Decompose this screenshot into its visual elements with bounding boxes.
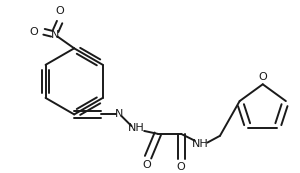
Text: N: N: [115, 109, 123, 119]
Text: O: O: [29, 27, 38, 37]
Text: N: N: [51, 30, 59, 40]
Text: O: O: [143, 160, 152, 170]
Text: NH: NH: [128, 123, 145, 133]
Text: O: O: [177, 162, 185, 172]
Text: O: O: [258, 71, 267, 81]
Text: NH: NH: [192, 139, 209, 149]
Text: O: O: [55, 6, 64, 16]
